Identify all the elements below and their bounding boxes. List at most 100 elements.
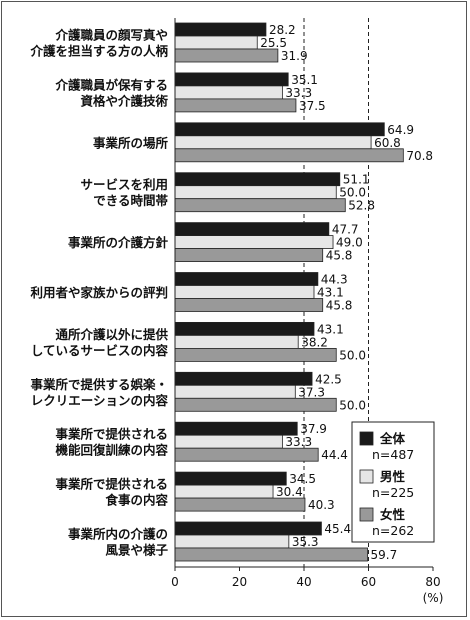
- value-label: 44.3: [321, 273, 348, 287]
- category-labels: 介護職員の顔写真や介護を担当する方の人柄介護職員が保有する資格や介護技術事業所の…: [29, 28, 168, 558]
- bar-男性-10: [174, 534, 290, 549]
- bar-女性-3: [174, 198, 346, 213]
- legend-swatch: [359, 431, 374, 446]
- value-label: 49.0: [336, 236, 363, 250]
- x-tick-label: 0: [171, 575, 179, 589]
- bar-全体-4: [174, 222, 330, 237]
- bar-女性-0: [174, 48, 279, 63]
- category-label: 通所介護以外に提供: [55, 327, 168, 342]
- value-label: 43.1: [317, 286, 344, 300]
- bar-女性-5: [174, 298, 324, 312]
- value-label: 60.8: [374, 136, 401, 150]
- bars: [174, 22, 404, 562]
- bar-男性-5: [174, 285, 315, 299]
- category-label: 利用者や家族からの評判: [30, 285, 168, 300]
- x-tick-label: 60: [361, 575, 376, 589]
- value-label: 45.4: [324, 522, 351, 536]
- value-label: 45.8: [326, 299, 353, 313]
- bar-全体-10: [174, 521, 322, 536]
- bar-全体-6: [174, 321, 315, 336]
- bar-全体-9: [174, 471, 287, 486]
- category-label: 食事の内容: [104, 493, 168, 508]
- value-labels: 28.225.531.935.133.337.564.960.870.851.1…: [260, 23, 433, 562]
- legend: 全体n=487 男性n=225 女性n=262: [351, 421, 435, 543]
- category-label: 事業所で提供される: [55, 477, 168, 492]
- category-label: レクリエーションの内容: [31, 393, 169, 408]
- value-label: 43.1: [317, 322, 344, 336]
- category-label: 事業所で提供する娯楽・: [30, 377, 168, 392]
- bar-男性-8: [174, 434, 283, 449]
- category-label: しているサービスの内容: [31, 343, 169, 358]
- value-label: 37.9: [300, 422, 327, 436]
- bar-女性-8: [174, 447, 319, 462]
- value-label: 64.9: [387, 123, 414, 137]
- category-label: 機能回復訓練の内容: [55, 443, 168, 458]
- category-label: 介護職員の顔写真や: [54, 28, 168, 43]
- value-label: 44.4: [321, 448, 348, 462]
- value-label: 34.5: [289, 472, 316, 486]
- value-label: 35.1: [291, 73, 318, 87]
- bar-男性-2: [174, 135, 372, 150]
- bar-全体-3: [174, 172, 341, 187]
- category-label: サービスを利用: [80, 177, 168, 192]
- category-label: 介護職員が保有する: [54, 77, 168, 92]
- bar-全体-7: [174, 371, 313, 386]
- bar-男性-3: [174, 185, 337, 200]
- value-label: 52.8: [348, 199, 375, 213]
- value-label: 47.7: [332, 223, 359, 237]
- category-label: できる時間帯: [93, 193, 168, 208]
- value-label: 50.0: [339, 398, 366, 412]
- category-label: 事業所の介護方針: [68, 235, 169, 250]
- bar-全体-2: [174, 122, 385, 137]
- value-label: 50.0: [339, 186, 366, 200]
- legend-series-name: 男性: [380, 469, 406, 484]
- legend-swatch: [359, 507, 374, 522]
- value-label: 31.9: [281, 49, 308, 63]
- legend-sample-size: n=225: [372, 485, 414, 500]
- value-label: 50.0: [339, 348, 366, 362]
- bar-男性-6: [174, 334, 299, 349]
- value-label: 28.2: [269, 23, 296, 37]
- category-label: 介護を担当する方の人柄: [29, 44, 168, 59]
- value-label: 70.8: [406, 149, 433, 163]
- bar-女性-7: [174, 397, 337, 412]
- bar-男性-0: [174, 35, 258, 50]
- bar-全体-8: [174, 421, 298, 436]
- bar-全体-1: [174, 72, 289, 87]
- value-label: 35.3: [292, 535, 319, 549]
- value-label: 42.5: [315, 372, 342, 386]
- x-unit-label: (%): [423, 591, 444, 605]
- legend-sample-size: n=262: [372, 523, 414, 538]
- value-label: 37.5: [299, 99, 326, 113]
- value-label: 37.3: [298, 385, 325, 399]
- value-label: 38.2: [301, 335, 328, 349]
- bar-女性-9: [174, 497, 306, 512]
- legend-series-name: 女性: [380, 507, 406, 522]
- category-label: 資格や介護技術: [80, 93, 168, 108]
- x-tick-label: 80: [425, 575, 440, 589]
- value-label: 45.8: [326, 249, 353, 263]
- bar-女性-10: [174, 547, 368, 562]
- value-label: 40.3: [308, 498, 335, 512]
- x-axis: 0 20 40 60 80 (%): [171, 18, 443, 605]
- legend-sample-size: n=487: [372, 447, 414, 462]
- category-label: 風景や様子: [105, 543, 168, 558]
- bar-全体-5: [174, 272, 319, 286]
- bar-男性-7: [174, 384, 296, 399]
- value-label: 25.5: [260, 36, 287, 50]
- bar-全体-0: [174, 22, 267, 37]
- bar-女性-2: [174, 148, 404, 163]
- legend-series-name: 全体: [379, 431, 406, 446]
- bar-男性-9: [174, 484, 274, 499]
- value-label: 33.3: [285, 435, 312, 449]
- bar-女性-4: [174, 248, 324, 263]
- bar-女性-6: [174, 347, 337, 362]
- bar-女性-1: [174, 98, 297, 113]
- category-label: 事業所の場所: [93, 135, 169, 150]
- bar-男性-4: [174, 235, 334, 250]
- legend-swatch: [359, 469, 374, 484]
- value-label: 33.3: [285, 86, 312, 100]
- bar-男性-1: [174, 85, 283, 100]
